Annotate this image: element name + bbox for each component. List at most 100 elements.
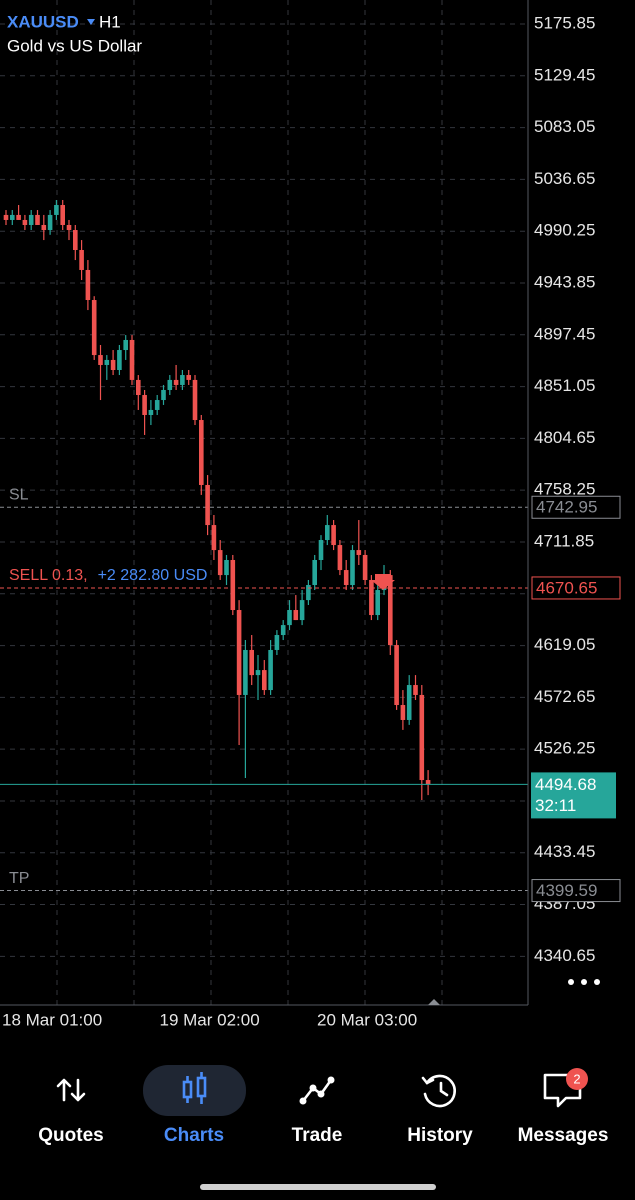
symbol-description: Gold vs US Dollar [7, 36, 142, 55]
symbol[interactable]: XAUUSD [7, 12, 79, 31]
y-tick-label: 5175.85 [534, 13, 595, 32]
candle-body [47, 214, 53, 231]
candle-body [167, 379, 173, 390]
candle-body [312, 560, 317, 586]
message-badge: 2 [573, 1071, 580, 1086]
plot-area [0, 23, 528, 957]
candle-body [104, 359, 110, 365]
y-tick-label: 4572.65 [534, 687, 595, 706]
candle-body [337, 545, 343, 571]
y-tick-label: 4990.25 [534, 221, 595, 240]
candle-body [60, 205, 65, 225]
y-tick-label: 5083.05 [534, 117, 595, 136]
candle-body [243, 649, 248, 695]
nav-label[interactable]: Messages [518, 1125, 609, 1146]
order-price-box [531, 576, 621, 600]
dot [568, 979, 574, 985]
candle-body [224, 560, 229, 576]
candle-body [154, 400, 160, 410]
order-volume: SELL 0.13, [9, 567, 88, 584]
symbol-dropdown[interactable] [87, 19, 95, 25]
candle-body [350, 550, 355, 586]
candle-body [325, 525, 330, 541]
y-tick-label: 4943.85 [534, 272, 595, 291]
order-price: 4670.65 [536, 578, 597, 597]
level-name: SL [9, 486, 29, 503]
candle-body [79, 249, 84, 270]
candle-body [186, 375, 191, 380]
candle-body [217, 550, 223, 576]
candle-body [85, 269, 91, 301]
candle-body [274, 635, 280, 650]
y-tick-label: 4433.45 [534, 842, 595, 861]
timeframe[interactable]: H1 [99, 12, 121, 31]
candle-body [117, 350, 122, 371]
y-tick-label: 5129.45 [534, 65, 595, 84]
nav-label[interactable]: Charts [164, 1125, 224, 1146]
candle-body [142, 395, 147, 415]
scroll-marker [428, 999, 440, 1005]
candle-body [91, 300, 97, 356]
candle-body [10, 214, 15, 220]
y-tick-label: 4851.05 [534, 376, 595, 395]
candle-body [425, 780, 431, 785]
candle-body [54, 205, 59, 215]
candle-body [173, 379, 179, 385]
level-name: TP [9, 870, 29, 887]
level-price-box [531, 879, 621, 903]
nav-label[interactable]: History [407, 1125, 473, 1146]
candle-body [299, 600, 305, 621]
nav-label[interactable]: Quotes [38, 1125, 103, 1146]
sell-arrow [371, 573, 395, 590]
candle-body [180, 375, 185, 385]
candle-body [280, 625, 286, 636]
y-tick-label: 4897.45 [534, 324, 595, 343]
more-button[interactable] [568, 979, 600, 985]
level-price-box [531, 495, 621, 519]
order-profit: +2 282.80 USD [98, 567, 208, 584]
candle-body [66, 224, 72, 231]
candle-body [205, 484, 210, 526]
candle-body [73, 230, 78, 250]
x-tick-label: 20 Mar 03:00 [317, 1010, 417, 1029]
x-tick-label: 19 Mar 02:00 [160, 1010, 260, 1029]
y-tick-label: 4758.25 [534, 480, 595, 499]
y-tick-label: 5036.65 [534, 169, 595, 188]
nav-label[interactable]: Trade [292, 1125, 343, 1146]
candle-body [262, 670, 267, 691]
candle-body [356, 550, 362, 555]
bar-countdown: 32:11 [535, 796, 576, 815]
candle-body [16, 214, 21, 220]
level-price: 4742.95 [536, 498, 597, 517]
candle-body [249, 649, 254, 676]
candle-body [406, 685, 412, 720]
candle-body [230, 560, 236, 611]
candle-body [375, 590, 380, 616]
candle-body [123, 339, 128, 351]
candle-body [35, 214, 40, 225]
x-tick-label: 18 Mar 01:00 [2, 1010, 102, 1029]
candle-body [129, 339, 135, 380]
candle-body [41, 224, 47, 231]
candle-body [343, 570, 349, 586]
candle-body [98, 355, 103, 365]
candle-body [148, 409, 154, 415]
active-tab-pill [143, 1065, 246, 1116]
level-price: 4399.59 [536, 881, 597, 900]
candle-body [293, 610, 299, 621]
candle-body [192, 379, 198, 421]
quotes-icon [56, 1078, 86, 1102]
candle-body [268, 649, 273, 691]
charts-icon [182, 1072, 207, 1104]
candle-body [28, 214, 34, 225]
bottom-nav: 2 Quotes Charts Trade History Messages [38, 1065, 608, 1190]
candle-body [211, 525, 217, 551]
trade-icon [299, 1076, 335, 1105]
candle-body [400, 705, 406, 720]
messages-icon [543, 1068, 588, 1108]
candle-body [199, 420, 204, 485]
current-price: 4494.68 [535, 775, 596, 794]
candle-body [413, 685, 418, 695]
